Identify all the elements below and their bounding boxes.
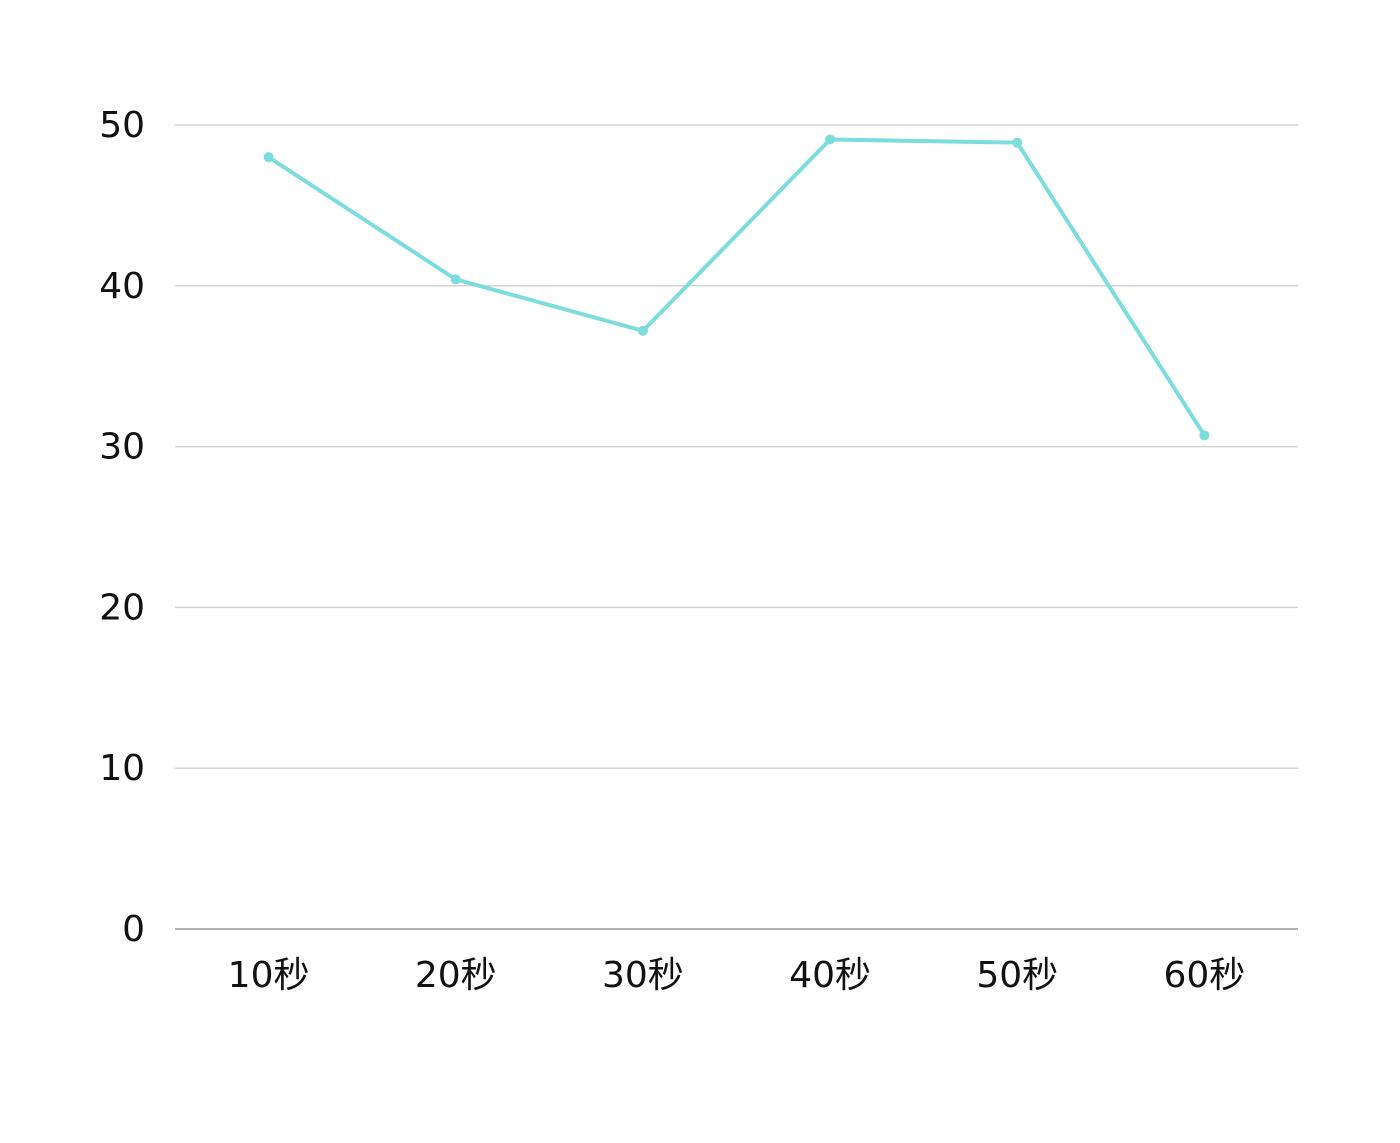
y-tick-label: 50 [99,105,145,146]
x-tick-label: 20秒 [415,955,497,996]
point [637,325,648,336]
y-tick-label: 30 [99,427,145,468]
point [263,152,274,163]
x-tick-label: 50秒 [976,955,1058,996]
y-tick-label: 0 [122,909,145,950]
line [267,137,1207,437]
y-tick-label: 20 [99,587,145,628]
point [450,274,461,285]
y-tick-label: 10 [99,748,145,789]
x-tick-label: 10秒 [228,955,310,996]
point [1199,430,1210,441]
x-tick-label: 40秒 [789,955,871,996]
y-tick-label: 40 [99,266,145,307]
x-tick-label: 30秒 [602,955,684,996]
point [1012,137,1023,148]
x-tick-label: 60秒 [1164,955,1246,996]
point [825,134,836,145]
